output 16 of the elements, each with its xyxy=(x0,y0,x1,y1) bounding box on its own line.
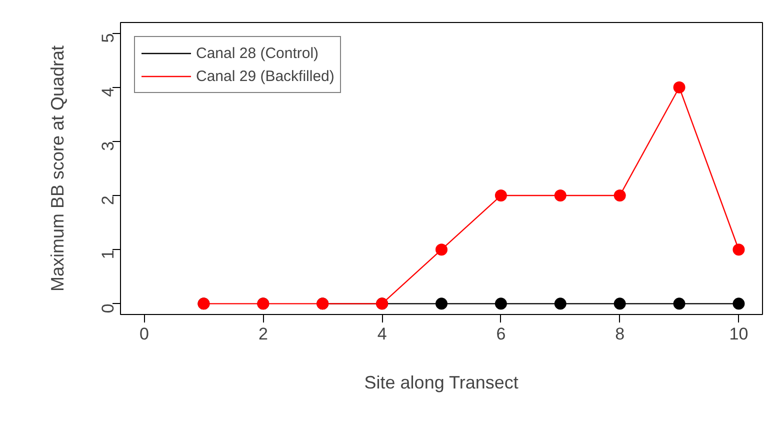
y-tick-label: 2 xyxy=(98,196,118,205)
y-tick-label: 4 xyxy=(98,87,118,97)
x-axis-title: Site along Transect xyxy=(364,372,518,392)
x-tick-label: 10 xyxy=(729,324,748,344)
y-tick-label: 0 xyxy=(98,304,118,314)
legend-label: Canal 29 (Backfilled) xyxy=(196,67,334,85)
x-tick-label: 6 xyxy=(496,324,506,344)
y-tick-label: 1 xyxy=(98,250,118,260)
y-tick-label: 3 xyxy=(98,141,118,151)
x-tick-label: 4 xyxy=(377,324,387,344)
y-tick-label: 5 xyxy=(98,33,118,43)
x-tick-label: 0 xyxy=(140,324,150,344)
x-tick-label: 8 xyxy=(615,324,625,344)
y-axis-title: Maximum BB score at Quadrat xyxy=(48,45,68,292)
legend-label: Canal 28 (Control) xyxy=(196,44,319,62)
x-tick-label: 2 xyxy=(258,324,268,344)
